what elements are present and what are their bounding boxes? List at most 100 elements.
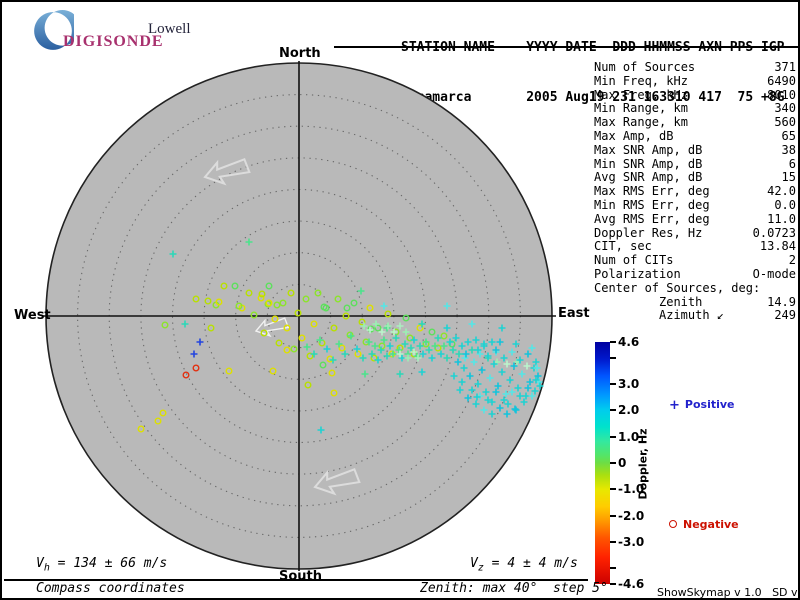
source-point-positive — [396, 350, 404, 358]
source-point-positive — [488, 410, 496, 418]
colorbar-tick-label: -4.6 — [618, 577, 645, 591]
compass-east-label: East — [558, 306, 590, 321]
colorbar-tick-label: 2.0 — [618, 403, 640, 418]
source-point-positive — [458, 342, 466, 350]
source-point-positive — [474, 380, 482, 388]
source-point-positive — [380, 336, 388, 344]
digisonde-logo: Lowell DIGISONDE — [2, 2, 262, 62]
source-point-positive — [450, 372, 458, 380]
source-point-positive — [341, 350, 349, 358]
source-point-positive — [496, 338, 504, 346]
source-point-positive — [398, 354, 406, 362]
source-point-positive — [181, 320, 189, 328]
source-point-negative — [358, 318, 366, 326]
source-point-negative — [264, 300, 272, 308]
source-point-positive — [383, 352, 391, 360]
source-point-positive — [500, 354, 508, 362]
source-point-negative — [257, 294, 265, 302]
source-point-positive — [534, 372, 542, 380]
source-point-negative — [384, 310, 392, 318]
source-point-positive — [323, 345, 331, 353]
source-point-positive — [502, 390, 510, 398]
source-point-negative — [366, 304, 374, 312]
source-point-positive — [480, 340, 488, 348]
source-point-positive — [190, 350, 198, 358]
source-point-positive — [378, 328, 386, 336]
colorbar-minor-tick — [610, 567, 616, 570]
source-point-negative — [374, 324, 382, 332]
source-point-negative — [428, 328, 436, 336]
source-point-positive — [508, 388, 516, 396]
source-point-negative — [137, 425, 145, 433]
source-point-positive — [468, 320, 476, 328]
source-point-positive — [392, 334, 400, 342]
software-version-label: ShowSkymap v 1.0 SD v 4.2 — [657, 586, 798, 599]
source-point-negative — [343, 304, 351, 312]
source-point-positive — [440, 342, 448, 350]
source-point-positive — [510, 362, 518, 370]
source-point-negative — [370, 354, 378, 362]
source-point-positive — [526, 378, 534, 386]
source-point-positive — [498, 368, 506, 376]
stats-row: Max SNR Amp, dB 38 — [594, 142, 796, 157]
source-point-negative — [220, 282, 228, 290]
source-point-positive — [446, 338, 454, 346]
source-point-positive — [380, 302, 388, 310]
source-point-negative — [225, 367, 233, 375]
source-point-positive — [365, 338, 373, 346]
compass-west-label: West — [14, 308, 51, 323]
source-point-positive — [169, 250, 177, 258]
doppler-colorbar — [595, 342, 610, 584]
stats-row: Azimuth ↙ 249 — [659, 308, 796, 323]
source-point-negative — [304, 381, 312, 389]
source-point-positive — [425, 346, 433, 354]
colorbar-tick-label: -2.0 — [618, 508, 645, 523]
source-point-positive — [384, 322, 392, 330]
source-point-negative — [346, 331, 354, 339]
colorbar-tick-label: 1.0 — [618, 429, 640, 444]
source-point-negative — [330, 324, 338, 332]
legend-negative: Negative — [669, 518, 739, 531]
source-point-positive — [303, 343, 311, 351]
source-point-negative — [306, 352, 314, 360]
compass-south-label: South — [279, 569, 323, 584]
source-point-positive — [532, 376, 540, 384]
colorbar-tick — [610, 540, 616, 543]
source-point-positive — [488, 398, 496, 406]
colorbar-tick — [610, 488, 616, 491]
source-point-positive — [329, 356, 337, 364]
digisonde-crescent-icon — [34, 10, 74, 50]
source-point-positive — [310, 350, 318, 358]
source-point-positive — [464, 394, 472, 402]
colorbar-tick-label: 3.0 — [618, 377, 640, 392]
source-point-positive — [374, 356, 382, 364]
source-point-positive — [347, 332, 355, 340]
stats-row: Num of CITs 2 — [594, 253, 796, 268]
stats-row: Min SNR Amp, dB 6 — [594, 156, 796, 171]
source-point-positive — [508, 348, 516, 356]
source-point-negative — [275, 339, 283, 347]
source-point-positive — [532, 358, 540, 366]
source-point-positive — [419, 350, 427, 358]
source-point-positive — [484, 352, 492, 360]
source-point-negative — [416, 324, 424, 332]
source-point-positive — [478, 366, 486, 374]
source-point-positive — [514, 384, 522, 392]
source-point-positive — [472, 400, 480, 408]
source-point-positive — [480, 406, 488, 414]
source-point-negative — [192, 364, 200, 372]
source-point-negative — [271, 315, 279, 323]
colorbar-title: Doppler, Hz — [636, 428, 650, 500]
source-point-negative — [273, 301, 281, 309]
source-point-positive — [443, 354, 451, 362]
source-point-positive — [357, 287, 365, 295]
source-point-positive — [511, 405, 519, 413]
stats-row: Avg RMS Err, deg 11.0 — [594, 211, 796, 226]
stats-row: Center of Sources, deg: — [594, 280, 761, 295]
source-point-positive — [516, 392, 524, 400]
source-point-positive — [468, 386, 476, 394]
source-point-positive — [317, 426, 325, 434]
source-point-negative — [182, 371, 190, 379]
source-point-negative — [328, 369, 336, 377]
